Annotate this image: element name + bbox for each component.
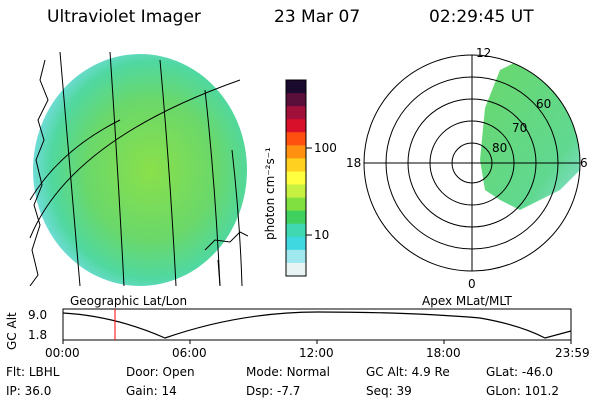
coastline xyxy=(29,59,49,286)
longitude-line xyxy=(204,89,221,286)
colorbar-segment xyxy=(286,262,306,277)
status-glat: GLat: -46.0 xyxy=(486,365,553,379)
timeline-y-tick-max: 9.0 xyxy=(28,308,48,322)
colorbar-segment xyxy=(286,106,306,120)
longitude-line xyxy=(231,149,243,286)
mlat-label-80: 80 xyxy=(492,141,508,155)
status-seq: Seq: 39 xyxy=(366,384,412,398)
colorbar-segment xyxy=(286,184,306,199)
timeline-x-tick-1800: 18:00 xyxy=(426,346,461,360)
polar-panel-label: Apex MLat/MLT xyxy=(422,294,512,308)
geographic-disk xyxy=(29,51,248,286)
timeline-axis-label: GC Alt xyxy=(5,312,19,350)
mlt-label-12: 12 xyxy=(476,46,492,60)
colorbar-segment xyxy=(286,119,306,133)
status-ip: IP: 36.0 xyxy=(6,384,52,398)
coastline xyxy=(204,231,248,251)
colorbar-tick-label-100: 100 xyxy=(314,141,337,155)
status-dsp: Dsp: -7.7 xyxy=(246,384,301,398)
colorbar-segment xyxy=(286,145,306,159)
instrument-title: Ultraviolet Imager xyxy=(47,7,201,27)
geographic-panel-label: Geographic Lat/Lon xyxy=(70,294,188,308)
mlt-label-0: 0 xyxy=(468,277,476,291)
colorbar-unit-label: photon cm⁻²s⁻¹ xyxy=(263,147,277,240)
altitude-curve xyxy=(62,311,572,339)
color-scale-frame xyxy=(285,79,307,277)
status-gain: Gain: 14 xyxy=(126,384,177,398)
colorbar-segment xyxy=(286,132,306,146)
colorbar-tick-label-10: 10 xyxy=(314,228,330,242)
colorbar-segment xyxy=(286,210,306,225)
mlat-label-60: 60 xyxy=(536,97,552,111)
colorbar-segment xyxy=(286,158,306,172)
latitude-line xyxy=(29,119,121,201)
timeline-x-tick-0600: 06:00 xyxy=(172,346,207,360)
status-glon: GLon: 101.2 xyxy=(486,384,559,398)
colorbar-segment xyxy=(286,197,306,212)
colorbar-segment xyxy=(286,223,306,238)
colorbar-segment xyxy=(286,236,306,251)
mlt-label-18: 18 xyxy=(346,156,362,170)
timeline-y-tick-min: 1.8 xyxy=(28,328,48,342)
timeline-frame xyxy=(62,308,572,341)
timeline-x-tick-2359: 23:59 xyxy=(555,346,590,360)
mlat-label-70: 70 xyxy=(512,121,528,135)
time-label: 02:29:45 UT xyxy=(429,7,534,27)
colorbar-segment xyxy=(286,93,306,107)
auroral-oval-image xyxy=(480,60,580,210)
timeline-x-tick-1200: 12:00 xyxy=(299,346,334,360)
longitude-line xyxy=(159,59,177,286)
timeline-x-tick-0000: 00:00 xyxy=(45,346,80,360)
status-door: Door: Open xyxy=(126,365,195,379)
altitude-timeline xyxy=(62,308,572,344)
date-label: 23 Mar 07 xyxy=(274,7,361,27)
status-gc-alt: GC Alt: 4.9 Re xyxy=(366,365,450,379)
mlt-label-6: 6 xyxy=(580,156,588,170)
status-mode: Mode: Normal xyxy=(246,365,330,379)
colorbar-segment xyxy=(286,171,306,186)
longitude-line xyxy=(59,51,81,286)
latitude-line xyxy=(29,79,241,239)
colorbar-segment xyxy=(286,80,306,94)
color-scale-bar xyxy=(286,80,306,277)
status-flt: Flt: LBHL xyxy=(6,365,60,379)
colorbar-segment xyxy=(286,249,306,264)
auroral-disk-image xyxy=(33,54,247,286)
longitude-line xyxy=(109,51,125,286)
polar-plot xyxy=(363,54,581,272)
